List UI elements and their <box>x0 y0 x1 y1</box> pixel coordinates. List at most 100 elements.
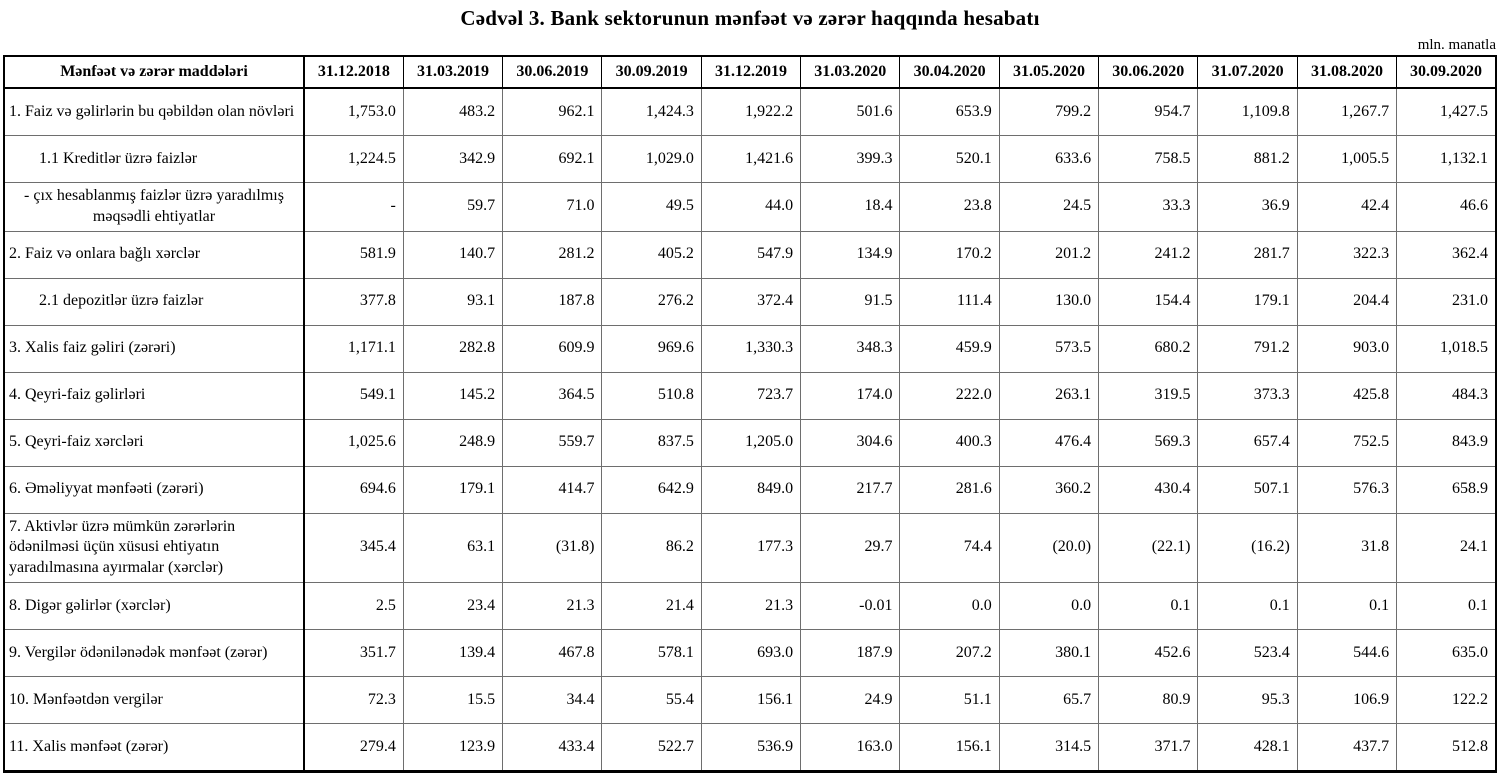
cell-value: 576.3 <box>1296 465 1398 514</box>
table-row: 1. Faiz və gəlirlərin bu qəbildən olan n… <box>3 87 1497 136</box>
table-row: 7. Aktivlər üzrə mümkün zərərlərin ödəni… <box>3 512 1497 583</box>
cell-value: 452.6 <box>1098 628 1199 677</box>
column-header-date: 31.12.2019 <box>700 55 802 89</box>
row-label: 7. Aktivlər üzrə mümkün zərərlərin ödəni… <box>3 512 305 583</box>
column-header-date: 30.09.2020 <box>1396 55 1497 89</box>
cell-value: 207.2 <box>899 628 1000 677</box>
cell-value: 31.8 <box>1296 512 1398 583</box>
cell-value: 399.3 <box>800 135 901 183</box>
row-label: 1. Faiz və gəlirlərin bu qəbildən olan n… <box>3 87 305 136</box>
cell-value: 345.4 <box>303 512 404 583</box>
cell-value: 507.1 <box>1197 465 1298 514</box>
cell-value: 74.4 <box>899 512 1000 583</box>
cell-value: 364.5 <box>502 371 603 420</box>
cell-value: 414.7 <box>502 465 603 514</box>
table-row: 8. Digər gəlirlər (xərclər) 2.5 23.4 21.3 21… <box>3 581 1497 630</box>
cell-value: 400.3 <box>899 418 1000 467</box>
cell-value: 248.9 <box>402 418 504 467</box>
cell-value: 21.3 <box>502 581 603 630</box>
table-row: 10. Mənfəətdən vergilər 72.3 15.5 34.4 55.4 1… <box>3 675 1497 724</box>
cell-value: (16.2) <box>1197 512 1298 583</box>
column-header-date: 31.07.2020 <box>1197 55 1298 89</box>
cell-value: 633.6 <box>998 135 1100 183</box>
cell-value: 1,171.1 <box>303 324 404 373</box>
cell-value: 49.5 <box>601 182 702 232</box>
cell-value: 1,205.0 <box>700 418 802 467</box>
cell-value: 578.1 <box>601 628 702 677</box>
cell-value: 1,922.2 <box>700 87 802 136</box>
cell-value: 281.6 <box>899 465 1000 514</box>
table-row: 6. Əməliyyat mənfəəti (zərəri) 694.6 179.1… <box>3 465 1497 514</box>
cell-value: 63.1 <box>402 512 504 583</box>
cell-value: 430.4 <box>1098 465 1199 514</box>
cell-value: 86.2 <box>601 512 702 583</box>
cell-value: 544.6 <box>1296 628 1398 677</box>
table-row: 11. Xalis mənfəət (zərər) 279.4 123.9 433.4… <box>3 722 1497 772</box>
cell-value: 145.2 <box>402 371 504 420</box>
row-label: 6. Əməliyyat mənfəəti (zərəri) <box>3 465 305 514</box>
cell-value: 222.0 <box>899 371 1000 420</box>
cell-value: 501.6 <box>800 87 901 136</box>
cell-value: 547.9 <box>700 230 802 279</box>
cell-value: 2.5 <box>303 581 404 630</box>
cell-value: 849.0 <box>700 465 802 514</box>
cell-value: 179.1 <box>1197 277 1298 326</box>
cell-value: 476.4 <box>998 418 1100 467</box>
cell-value: 24.5 <box>998 182 1100 232</box>
row-label: 10. Mənfəətdən vergilər <box>3 675 305 724</box>
cell-value: 0.1 <box>1296 581 1398 630</box>
cell-value: 33.3 <box>1098 182 1199 232</box>
cell-value: 433.4 <box>502 722 603 772</box>
table-body: 1. Faiz və gəlirlərin bu qəbildən olan n… <box>3 87 1497 772</box>
row-label: - çıx hesablanmış faizlər üzrə yaradılmı… <box>3 182 305 232</box>
cell-value: 276.2 <box>601 277 702 326</box>
row-label: 1.1 Kreditlər üzrə faizlər <box>3 135 305 183</box>
cell-value: 405.2 <box>601 230 702 279</box>
cell-value: 1,132.1 <box>1396 135 1497 183</box>
cell-value: 51.1 <box>899 675 1000 724</box>
cell-value: 522.7 <box>601 722 702 772</box>
table-row: 2. Faiz və onlara bağlı xərclər 581.9 140.… <box>3 230 1497 279</box>
cell-value: 34.4 <box>502 675 603 724</box>
page-title: Cədvəl 3. Bank sektorunun mənfəət və zər… <box>460 6 1040 30</box>
cell-value: 139.4 <box>402 628 504 677</box>
cell-value: 573.5 <box>998 324 1100 373</box>
row-label: 3. Xalis faiz gəliri (zərəri) <box>3 324 305 373</box>
cell-value: 549.1 <box>303 371 404 420</box>
cell-value: 314.5 <box>998 722 1100 772</box>
cell-value: 962.1 <box>502 87 603 136</box>
cell-value: 1,018.5 <box>1396 324 1497 373</box>
cell-value: 1,427.5 <box>1396 87 1497 136</box>
cell-value: 204.4 <box>1296 277 1398 326</box>
cell-value: 55.4 <box>601 675 702 724</box>
cell-value: - <box>303 182 404 232</box>
cell-value: 42.4 <box>1296 182 1398 232</box>
column-header-date: 31.05.2020 <box>998 55 1100 89</box>
cell-value: 156.1 <box>700 675 802 724</box>
table-row: 4. Qeyri-faiz gəlirləri 549.1 145.2 364.5 51… <box>3 371 1497 420</box>
cell-value: 24.9 <box>800 675 901 724</box>
cell-value: 372.4 <box>700 277 802 326</box>
column-header-date: 31.03.2020 <box>800 55 901 89</box>
cell-value: 657.4 <box>1197 418 1298 467</box>
cell-value: 170.2 <box>899 230 1000 279</box>
cell-value: (20.0) <box>998 512 1100 583</box>
profit-loss-table: Mənfəət və zərər maddələri 31.12.2018 31.0… <box>3 55 1497 773</box>
cell-value: 177.3 <box>700 512 802 583</box>
cell-value: 0.1 <box>1197 581 1298 630</box>
cell-value: 1,330.3 <box>700 324 802 373</box>
cell-value: 791.2 <box>1197 324 1298 373</box>
cell-value: 29.7 <box>800 512 901 583</box>
cell-value: 0.0 <box>899 581 1000 630</box>
cell-value: 1,005.5 <box>1296 135 1398 183</box>
table-row: - çıx hesablanmış faizlər üzrə yaradılmı… <box>3 182 1497 232</box>
column-header-date: 31.08.2020 <box>1296 55 1398 89</box>
cell-value: 21.4 <box>601 581 702 630</box>
cell-value: 23.8 <box>899 182 1000 232</box>
cell-value: 122.2 <box>1396 675 1497 724</box>
column-header-date: 30.06.2019 <box>502 55 603 89</box>
cell-value: 843.9 <box>1396 418 1497 467</box>
cell-value: 954.7 <box>1098 87 1199 136</box>
cell-value: 187.9 <box>800 628 901 677</box>
cell-value: 559.7 <box>502 418 603 467</box>
